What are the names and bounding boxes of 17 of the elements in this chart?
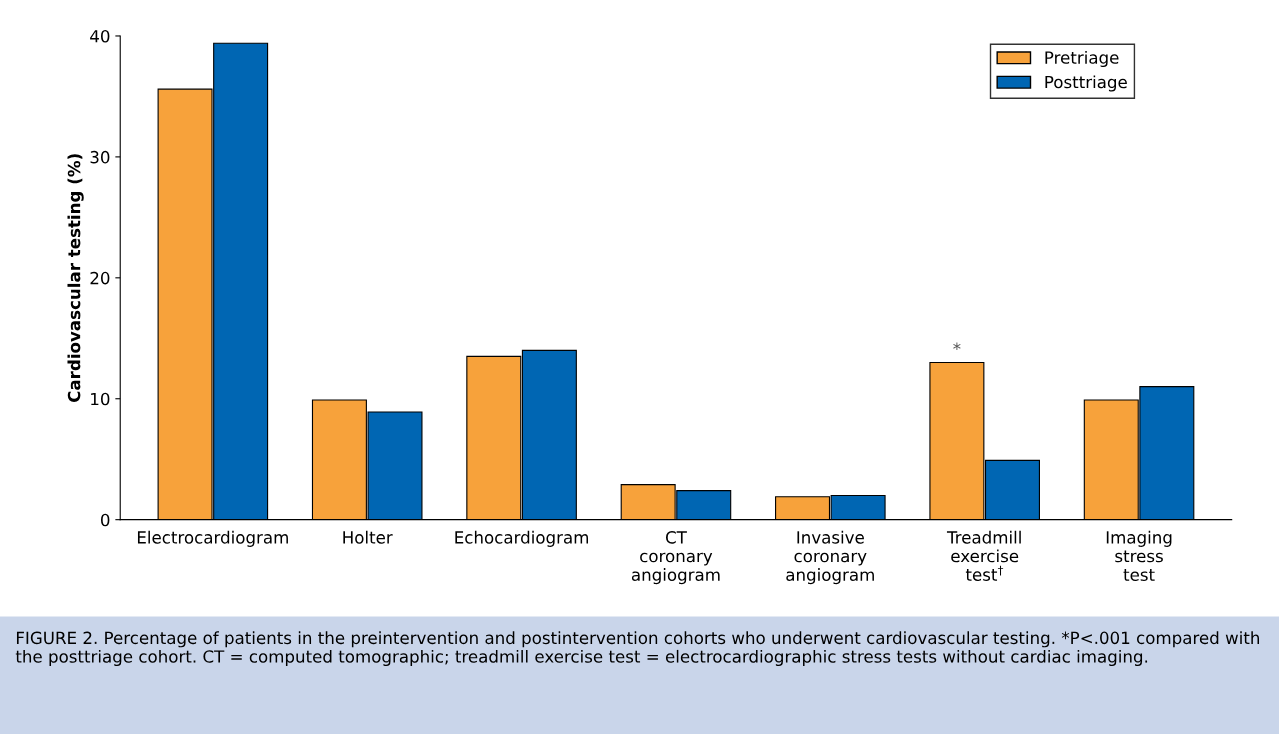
x-tick-label: Invasive coronary angiogram (786, 530, 874, 585)
y-tick-label: 30 (90, 150, 110, 164)
x-tick-label: Treadmill exercise test$^{†}$ (946, 530, 1021, 581)
y-axis-title: Cardiovascular testing (%) (67, 154, 84, 402)
legend-label: Posttriage (1045, 75, 1127, 92)
x-tick-label: CT coronary angiogram (631, 531, 720, 585)
legend-label: Pretriage (1045, 50, 1119, 68)
y-tick-label: 0 (101, 513, 110, 527)
y-tick-label: 40 (90, 29, 110, 43)
x-tick-label: Electrocardiogram (137, 530, 288, 547)
x-tick-label: Echocardiogram (455, 530, 589, 547)
y-tick-label: 10 (91, 392, 110, 406)
y-tick-label: 20 (90, 271, 110, 285)
caption: FIGURE 2. Percentage of patients in the preintervention and postintervention cohorts who underwent cardiovascular testing. *P<.001 compared with the posttriage cohort. CT = computed tomographic; treadmill exercise test = electrocardiographic stress tests without cardiac imaging. (15, 631, 1260, 667)
x-tick-label: Holter (343, 530, 393, 544)
x-tick-label: Imaging stress test (1106, 530, 1172, 582)
annotation: * (953, 342, 961, 351)
